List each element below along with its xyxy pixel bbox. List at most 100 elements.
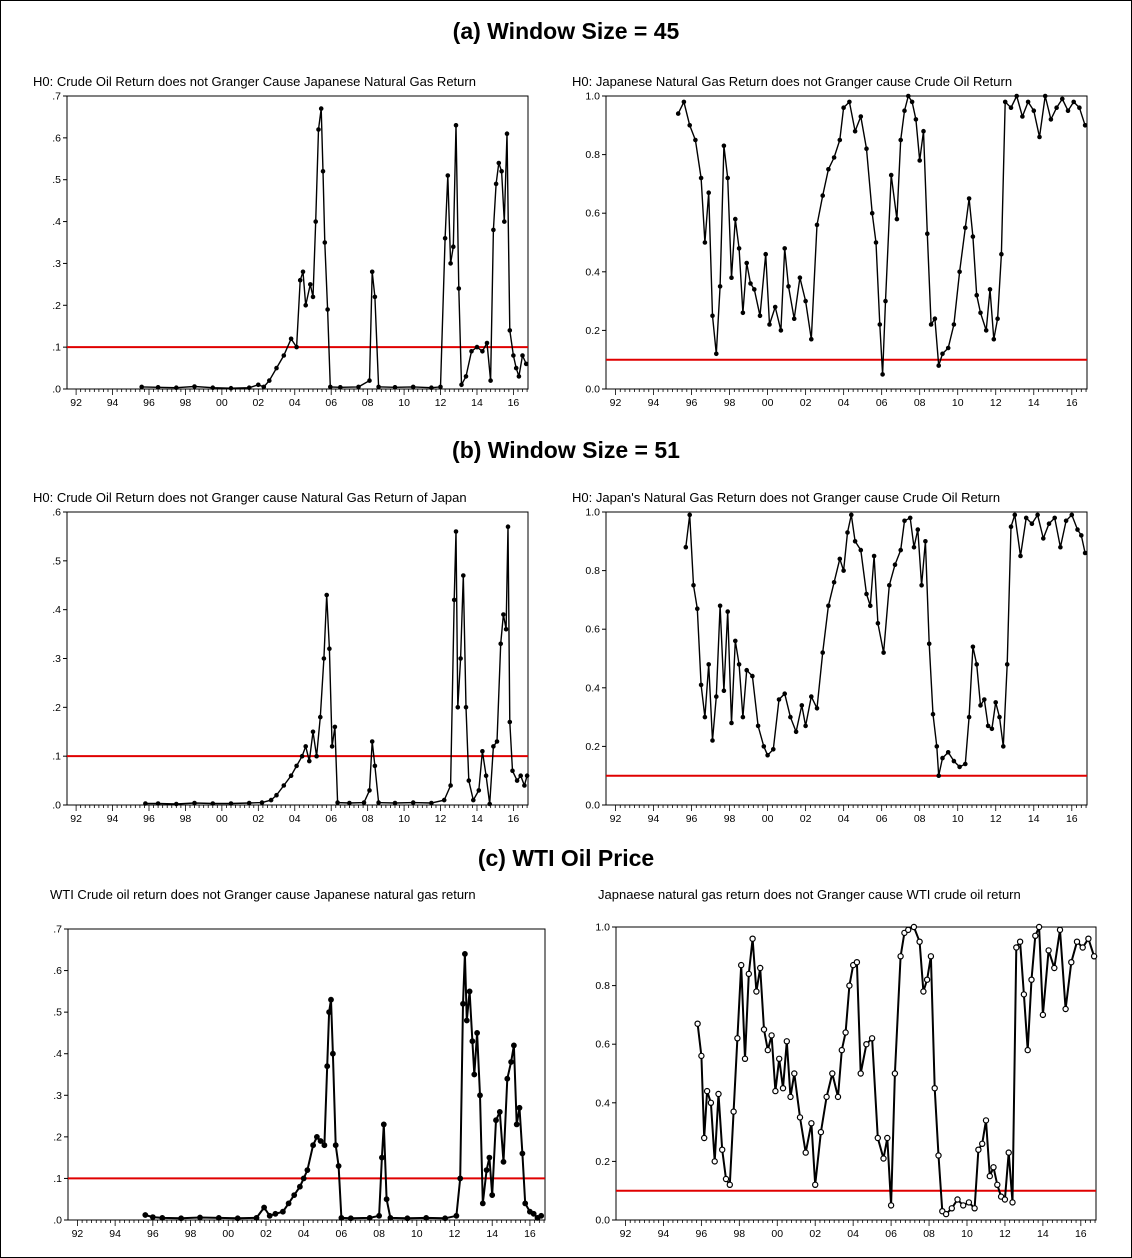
x-tick-label: 06 <box>325 813 337 825</box>
data-point <box>442 236 448 241</box>
data-point <box>501 219 507 224</box>
data-point <box>761 744 767 749</box>
data-point <box>683 544 689 550</box>
data-point <box>499 169 504 174</box>
data-point <box>450 244 456 249</box>
y-tick-label: 0.6 <box>585 208 600 220</box>
data-point <box>776 697 782 702</box>
data-point <box>981 697 987 702</box>
data-point <box>1024 1046 1031 1054</box>
data-point <box>261 384 267 390</box>
data-point <box>372 294 378 300</box>
data-point <box>1068 959 1075 966</box>
x-tick-label: 04 <box>289 813 301 825</box>
data-point <box>846 982 853 989</box>
data-point <box>453 1212 460 1219</box>
chart-a-right-plot: 0.0 0.2 0.4 0.6 0.8 1.0 92 94 96 98 00 02 04 06 08 10 12… <box>585 91 1088 409</box>
data-point <box>261 1204 267 1211</box>
chart-panel-a-left: H0: Crude Oil Return does not Granger Ca… <box>33 74 543 409</box>
data-point <box>957 269 962 275</box>
y-tick-label: .7 <box>52 91 61 103</box>
data-point <box>736 246 742 251</box>
data-point <box>993 700 999 705</box>
x-tick-label: 12 <box>990 813 1002 825</box>
data-point <box>936 773 942 779</box>
data-point <box>335 1163 342 1169</box>
data-point <box>730 1108 737 1115</box>
data-point <box>1075 527 1080 532</box>
data-point <box>1008 524 1014 530</box>
data-point <box>834 1093 842 1101</box>
x-tick-label: 08 <box>923 1228 935 1240</box>
data-point <box>451 597 457 603</box>
data-point <box>779 1084 787 1092</box>
data-point <box>765 752 770 758</box>
data-point <box>1020 114 1025 119</box>
data-point <box>1035 923 1043 931</box>
data-point <box>930 711 936 717</box>
data-point <box>496 1108 503 1115</box>
data-point <box>520 353 525 358</box>
data-point <box>820 193 825 198</box>
data-point <box>143 801 148 806</box>
x-tick-label: 08 <box>362 813 374 825</box>
data-point <box>372 763 378 769</box>
data-point <box>703 1087 711 1095</box>
data-point <box>327 384 333 390</box>
y-tick-label: 1.0 <box>595 922 610 934</box>
x-tick-label: 14 <box>471 397 483 409</box>
data-point <box>307 282 313 287</box>
x-tick-label: 06 <box>325 397 337 409</box>
data-point <box>215 1214 222 1221</box>
y-tick-label: .5 <box>52 174 61 186</box>
x-tick-label: 14 <box>1028 397 1040 409</box>
data-point <box>259 800 265 805</box>
chart-b-left-plot: .0 .1 .2 .3 .4 .5 .6 92 94 96 98 00 02 04 06 08 10 12 14 16 <box>52 507 530 825</box>
data-point <box>772 1087 779 1095</box>
data-point <box>867 603 873 609</box>
x-tick-label: 98 <box>180 813 192 825</box>
y-tick-label: 1.0 <box>585 91 600 103</box>
x-tick-label: 00 <box>762 397 774 409</box>
data-point <box>1077 105 1082 110</box>
data-point <box>979 1140 986 1147</box>
data-point <box>1065 108 1071 114</box>
data-point <box>966 196 972 201</box>
x-tick-label: 06 <box>336 1228 348 1240</box>
data-point <box>438 384 443 390</box>
data-point <box>483 1167 490 1173</box>
data-point <box>883 298 888 304</box>
y-tick-label: 1.0 <box>585 507 600 519</box>
data-point <box>910 923 918 931</box>
data-point <box>957 764 962 770</box>
x-tick-label: 14 <box>1037 1228 1049 1240</box>
data-point <box>803 723 808 729</box>
data-point <box>310 1142 316 1149</box>
x-tick-label: 98 <box>724 397 736 409</box>
x-tick-label: 04 <box>298 1228 310 1240</box>
data-point <box>837 137 843 143</box>
data-point <box>383 1196 390 1203</box>
data-point <box>1001 1196 1009 1203</box>
data-point <box>347 800 352 806</box>
data-point <box>325 307 330 312</box>
data-point <box>279 1208 286 1215</box>
data-point <box>272 1210 279 1217</box>
data-point <box>750 673 755 679</box>
data-point <box>809 694 814 699</box>
data-point <box>752 287 757 292</box>
y-tick-label: 0.0 <box>585 384 600 396</box>
data-point <box>329 1050 336 1057</box>
data-point <box>975 1146 982 1153</box>
data-point <box>483 773 489 779</box>
data-point <box>869 210 875 216</box>
y-tick-label: .6 <box>53 965 62 977</box>
data-point <box>369 739 375 744</box>
data-point <box>841 105 846 110</box>
data-point <box>960 1202 967 1209</box>
data-point <box>178 1215 184 1222</box>
data-point <box>921 128 926 134</box>
data-point <box>142 1212 149 1218</box>
x-tick-label: 16 <box>1066 813 1078 825</box>
data-point <box>826 167 831 172</box>
